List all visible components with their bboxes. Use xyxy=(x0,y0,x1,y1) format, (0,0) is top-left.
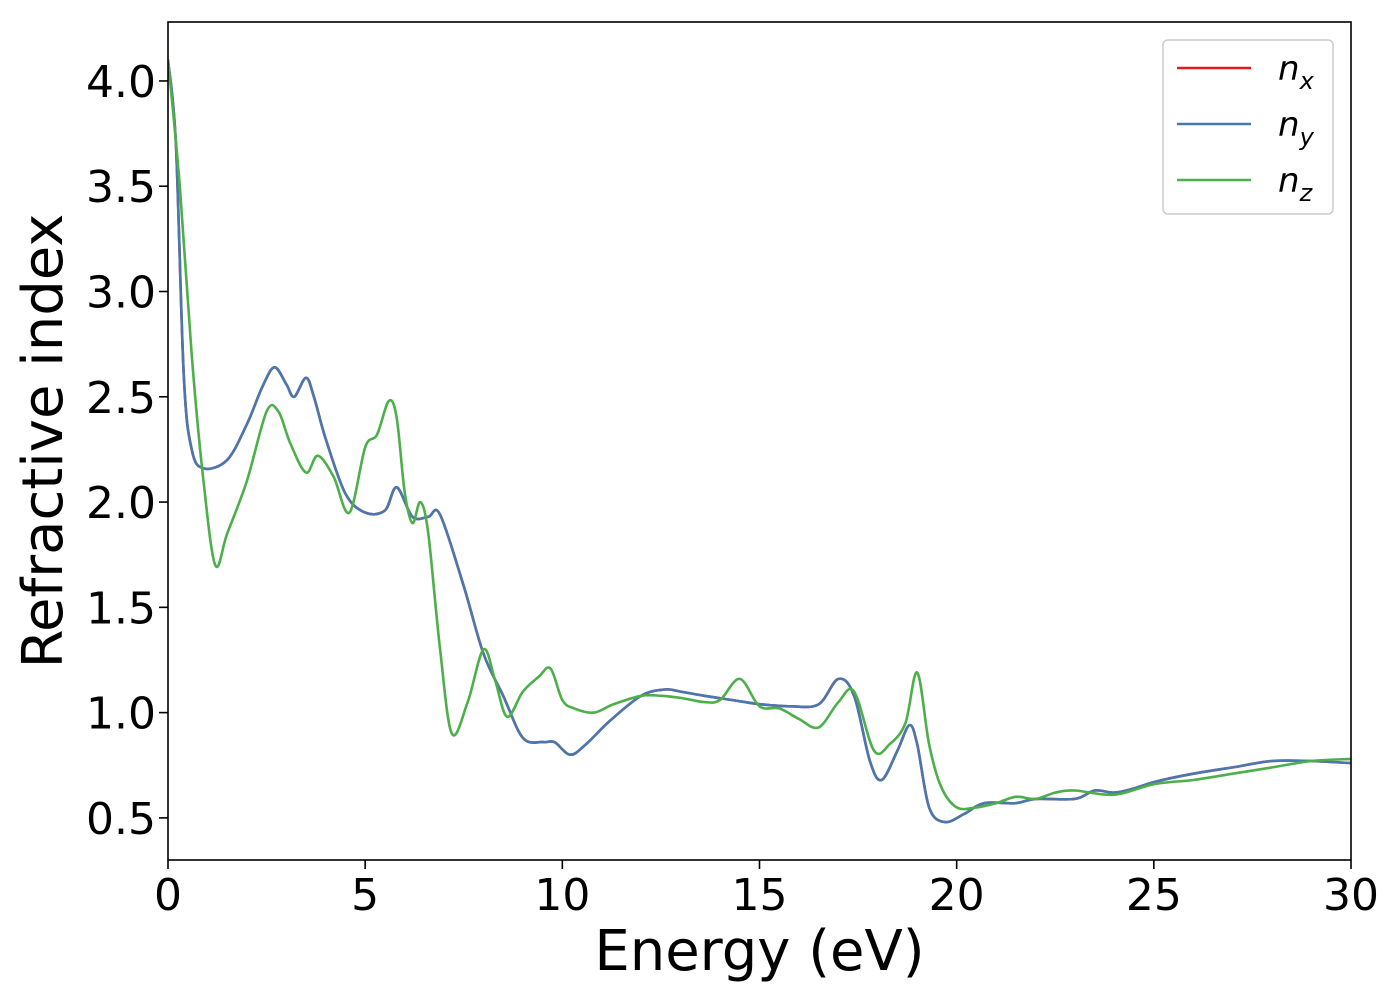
y-axis-ticks: 0.5 1.0 1.5 2.0 2.5 3.0 3.5 4.0 xyxy=(86,57,168,845)
x-tick-label: 0 xyxy=(154,870,182,921)
y-tick-label: 0.5 xyxy=(86,794,156,845)
x-axis-label: Energy (eV) xyxy=(594,919,924,984)
y-tick-label: 2.5 xyxy=(86,373,156,424)
y-axis-label: Refractive index xyxy=(11,214,76,669)
y-tick-label: 1.5 xyxy=(86,583,156,634)
x-tick-label: 30 xyxy=(1323,870,1379,921)
x-tick-label: 25 xyxy=(1126,870,1182,921)
y-tick-label: 1.0 xyxy=(86,689,156,740)
series-line-z xyxy=(168,59,1351,811)
series-layer xyxy=(168,59,1351,824)
y-tick-label: 4.0 xyxy=(86,57,156,108)
x-tick-label: 10 xyxy=(534,870,590,921)
x-tick-label: 15 xyxy=(732,870,788,921)
y-tick-label: 3.0 xyxy=(86,268,156,319)
legend-label-z: nz xyxy=(1278,161,1314,207)
x-tick-label: 5 xyxy=(351,870,379,921)
legend-label-y: ny xyxy=(1278,105,1315,151)
x-tick-label: 20 xyxy=(929,870,985,921)
y-tick-label: 2.0 xyxy=(86,478,156,529)
x-axis-ticks: 0 5 10 15 20 25 30 xyxy=(154,860,1379,921)
y-tick-label: 3.5 xyxy=(86,162,156,213)
legend: nx ny nz xyxy=(1162,39,1334,215)
legend-label-x: nx xyxy=(1278,49,1315,95)
legend-box xyxy=(1162,39,1334,215)
